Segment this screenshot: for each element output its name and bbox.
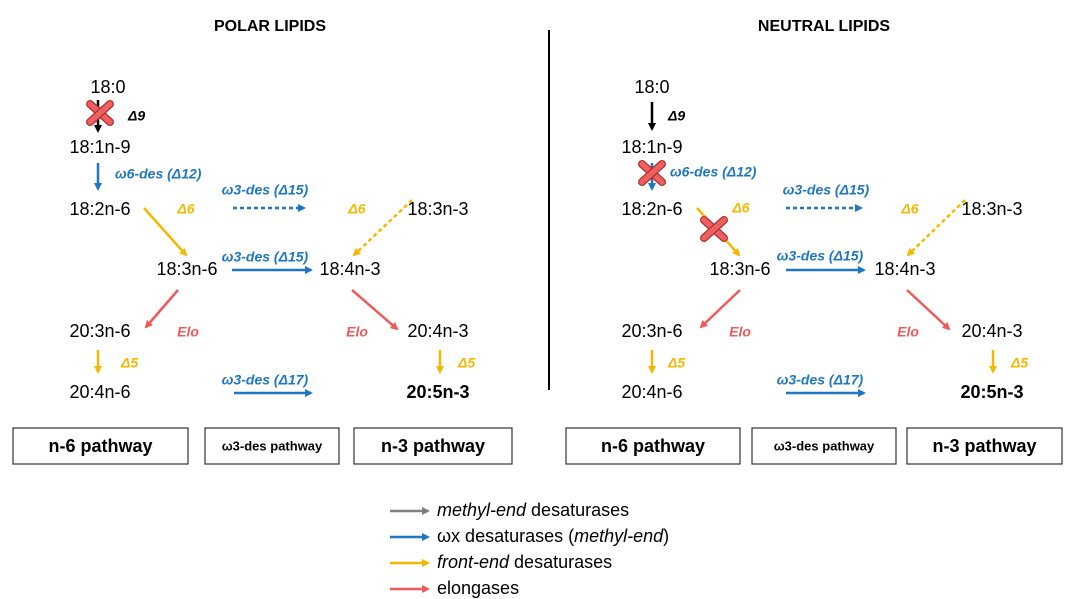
pathway-label: ω3-des pathway [222,438,323,453]
metabolite: 18:4n-3 [319,259,380,279]
metabolite: 20:3n-6 [69,321,130,341]
enzyme-label: Δ6 [731,200,749,216]
legend-entry: methyl-end desaturases [437,500,629,520]
metabolite: 18:1n-9 [621,137,682,157]
enzyme-label: Δ5 [667,355,685,371]
blocked-cross [638,160,666,186]
enzyme-label: Elo [729,324,751,340]
enzyme-label: ω3-des (Δ15) [777,248,864,264]
arrow [351,289,399,331]
enzyme-label: ω3-des (Δ17) [222,372,309,388]
legend-text: ωx desaturases ( [437,526,574,546]
metabolite: 20:5n-3 [960,382,1023,402]
cross-stroke [639,161,665,185]
enzyme-label: Δ5 [1010,355,1028,371]
metabolite: 20:4n-3 [961,321,1022,341]
enzyme-label: Δ6 [176,201,194,217]
arrow [699,289,741,329]
legend-text: front-end [437,552,510,572]
arrow [352,199,413,257]
metabolite: 18:3n-6 [709,259,770,279]
enzyme-label: ω3-des (Δ17) [777,372,864,388]
metabolite: 18:3n-3 [961,199,1022,219]
enzyme-label: ω6-des (Δ12) [670,164,757,180]
metabolite: 20:4n-6 [621,382,682,402]
arrow [143,207,188,257]
metabolite: 18:0 [90,77,125,97]
blocked-cross [86,100,114,126]
enzyme-label: Δ6 [347,201,365,217]
enzyme-label: Δ5 [120,355,138,371]
enzyme-label: Elo [897,324,919,340]
legend-text: methyl-end [574,526,664,546]
metabolite: 18:2n-6 [69,199,130,219]
enzyme-label: Δ9 [127,108,145,124]
arrow [144,289,179,329]
enzyme-label: Δ6 [900,201,918,217]
metabolite: 18:3n-6 [156,259,217,279]
legend-text: elongases [437,578,519,598]
metabolite: 18:2n-6 [621,199,682,219]
legend-entry: ωx desaturases (methyl-end) [437,526,669,546]
pathway-label: ω3-des pathway [774,438,875,453]
enzyme-label: Elo [177,324,199,340]
enzyme-label: ω3-des (Δ15) [222,249,309,265]
metabolite: 20:4n-3 [407,321,468,341]
enzyme-label: ω3-des (Δ15) [222,182,309,198]
legend-entry: elongases [437,578,519,598]
arrow [906,289,951,331]
pathway-box [353,427,513,465]
metabolite: 18:4n-3 [874,259,935,279]
pathway-box [906,427,1063,465]
legend-text: ) [663,526,669,546]
cross-stroke [87,101,113,125]
enzyme-label: ω6-des (Δ12) [115,166,202,182]
enzyme-label: ω3-des (Δ15) [783,182,870,198]
pathway-label: n-3 pathway [381,436,485,456]
pathway-box [204,427,340,465]
enzyme-label: Elo [346,324,368,340]
enzyme-label: Δ9 [667,108,685,124]
legend-entry: front-end desaturases [437,552,612,572]
pathway-box [565,427,741,465]
metabolite: 20:3n-6 [621,321,682,341]
legend-text: desaturases [509,552,612,572]
pathway-label: n-6 pathway [601,436,705,456]
pathway-box [751,427,897,465]
metabolite: 20:4n-6 [69,382,130,402]
metabolite: 18:1n-9 [69,137,130,157]
panel-title: NEUTRAL LIPIDS [758,18,890,35]
cross-stroke [701,217,727,241]
blocked-cross [700,216,728,242]
pathway-label: n-3 pathway [932,436,1036,456]
panel-title: POLAR LIPIDS [214,18,326,35]
metabolite: 18:3n-3 [407,199,468,219]
metabolite: 20:5n-3 [406,382,469,402]
pathway-label: n-6 pathway [48,436,152,456]
enzyme-label: Δ5 [457,355,475,371]
pathway-box [12,427,189,465]
metabolite: 18:0 [634,77,669,97]
legend-text: methyl-end [437,500,527,520]
arrow [906,199,966,257]
legend-text: desaturases [526,500,629,520]
